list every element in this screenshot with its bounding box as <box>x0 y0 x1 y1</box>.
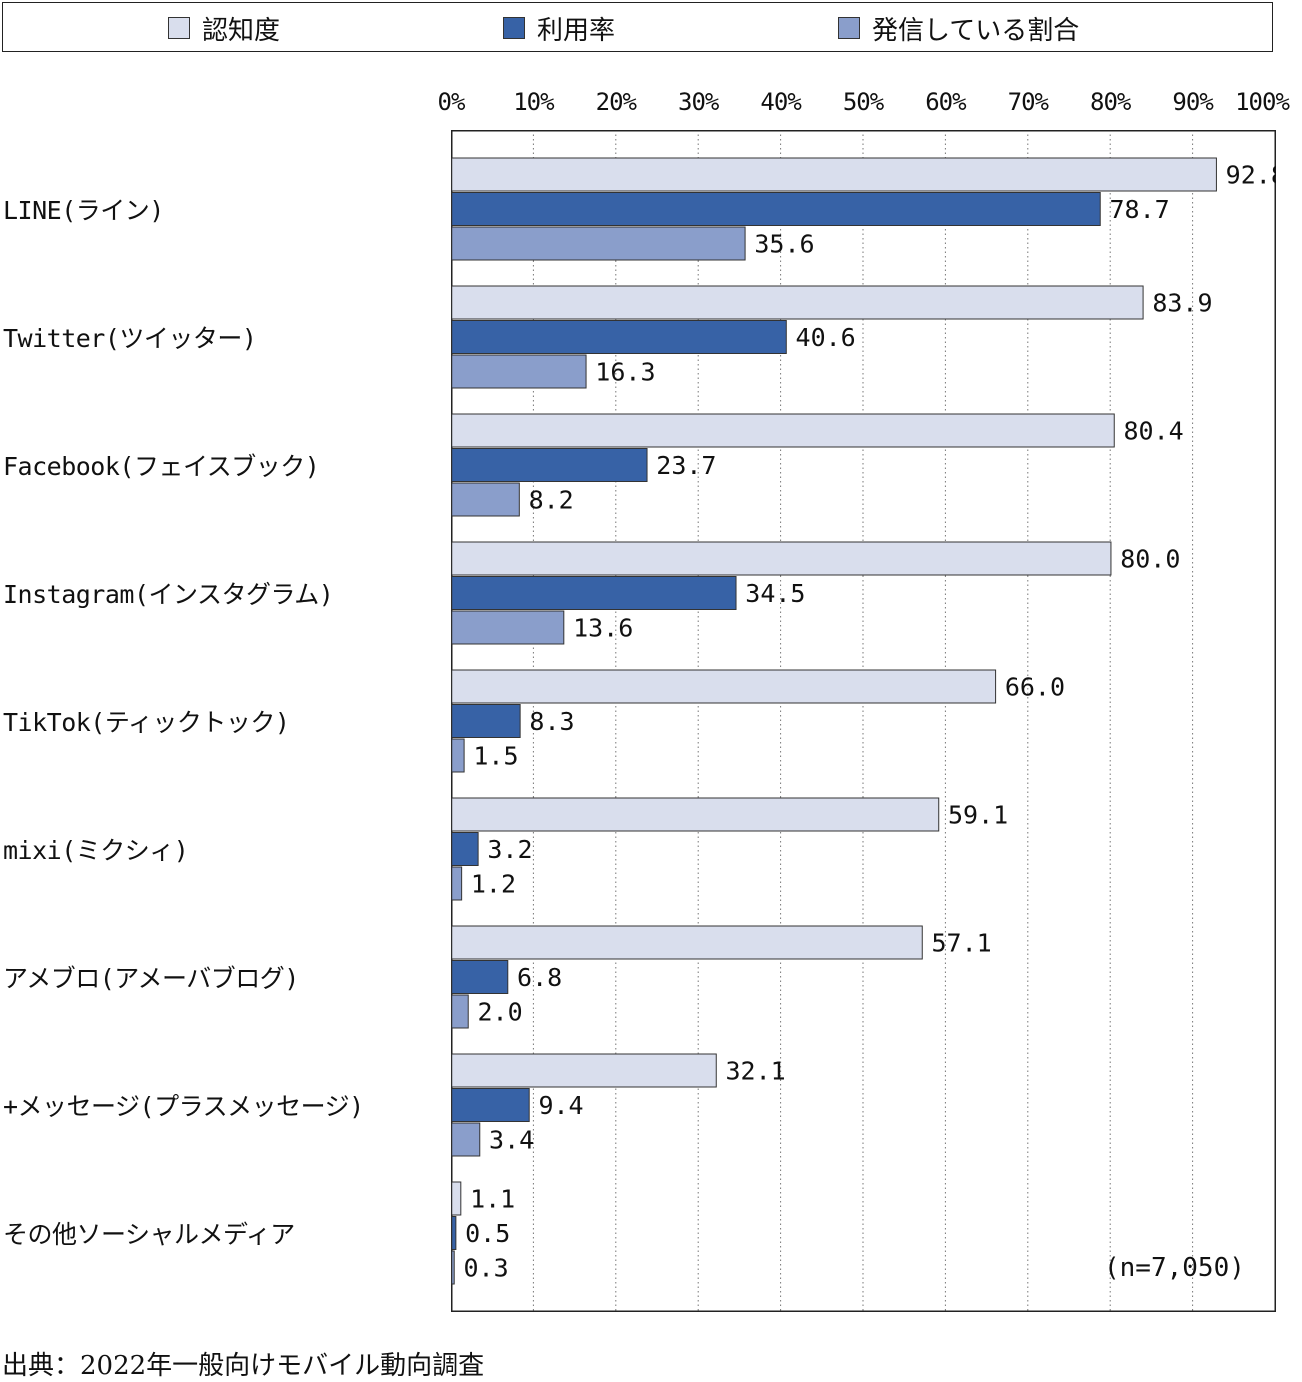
category-label: Facebook(フェイスブック) <box>3 452 320 481</box>
bar-posting <box>451 866 463 901</box>
bar-usage <box>451 576 737 610</box>
bar-value-label: 40.6 <box>796 323 856 352</box>
source-note: 出典：2022年一般向けモバイル動向調査 <box>2 1351 485 1381</box>
legend-swatch-posting <box>838 17 860 39</box>
bar-value-label: 80.0 <box>1120 545 1180 574</box>
bar-value-label: 1.2 <box>471 870 516 899</box>
bar-value-label: 23.7 <box>656 451 716 480</box>
x-tick-label: 50% <box>842 88 884 116</box>
bar-awareness <box>451 1181 462 1216</box>
bar-value-label: 35.6 <box>754 230 814 259</box>
category-label: TikTok(ティックトック) <box>3 708 290 737</box>
bar-value-label: 92.8 <box>1226 161 1276 190</box>
x-tick-label: 90% <box>1172 88 1213 116</box>
category-label: Twitter(ツイッター) <box>3 324 257 353</box>
bar-value-label: 6.8 <box>517 963 562 992</box>
bar-posting <box>451 994 469 1029</box>
category-label: mixi(ミクシィ) <box>3 836 189 865</box>
bar-usage <box>451 960 509 994</box>
bar-posting <box>451 1250 455 1285</box>
bar-usage <box>451 704 521 738</box>
sample-size-annotation: (n=7,050) <box>1104 1253 1245 1283</box>
x-tick-label: 20% <box>595 88 637 116</box>
x-tick-label: 60% <box>925 88 966 116</box>
legend-label-usage: 利用率 <box>537 15 616 46</box>
bar-value-label: 8.2 <box>529 486 574 515</box>
bar-awareness <box>451 1053 717 1088</box>
bar-value-label: 2.0 <box>477 998 522 1027</box>
x-tick-label: 70% <box>1007 88 1049 116</box>
bar-posting <box>451 482 520 517</box>
x-tick-label: 10% <box>513 88 554 116</box>
category-label: アメブロ(アメーバブログ) <box>3 964 299 993</box>
bar-value-label: 9.4 <box>538 1091 583 1120</box>
bar-posting <box>451 610 565 645</box>
bar-usage <box>451 832 479 866</box>
bar-awareness <box>451 541 1112 576</box>
bar-value-label: 80.4 <box>1123 417 1183 446</box>
bar-posting <box>451 226 746 261</box>
bar-value-label: 0.5 <box>465 1219 510 1248</box>
legend-swatch-usage <box>503 17 525 39</box>
x-tick-label: 80% <box>1090 88 1131 116</box>
bar-value-label: 32.1 <box>726 1057 786 1086</box>
legend-item-posting: 発信している割合 <box>838 14 1079 46</box>
bar-value-label: 8.3 <box>529 707 574 736</box>
category-label: LINE(ライン) <box>3 196 164 225</box>
legend-item-awareness: 認知度 <box>168 14 280 46</box>
bar-awareness <box>451 925 923 960</box>
bar-posting <box>451 1122 481 1157</box>
legend-label-posting: 発信している割合 <box>872 15 1080 46</box>
bar-value-label: 66.0 <box>1005 673 1065 702</box>
bar-value-label: 57.1 <box>932 929 992 958</box>
bar-usage <box>451 448 648 482</box>
chart-legend: 認知度 利用率 発信している割合 <box>2 2 1273 52</box>
bar-value-label: 16.3 <box>595 358 655 387</box>
bar-awareness <box>451 413 1115 448</box>
bar-value-label: 3.2 <box>487 835 532 864</box>
x-tick-label: 100% <box>1235 88 1290 116</box>
bar-awareness <box>451 285 1144 320</box>
bar-value-label: 1.5 <box>473 742 518 771</box>
x-tick-label: 0% <box>437 88 466 116</box>
bar-chart-plot-area: 92.8 78.7 35.6 83.9 40.6 16.3 80.4 23.7 8.2 80.0 3… <box>451 130 1276 1312</box>
bar-value-label: 1.1 <box>470 1185 515 1214</box>
legend-label-awareness: 認知度 <box>202 15 281 46</box>
bar-usage <box>451 192 1101 226</box>
bar-value-label: 59.1 <box>948 801 1008 830</box>
bar-awareness <box>451 157 1217 192</box>
bar-value-label: 0.3 <box>463 1254 508 1283</box>
bar-usage <box>451 1088 530 1122</box>
bar-awareness <box>451 669 997 704</box>
legend-item-usage: 利用率 <box>503 14 615 46</box>
bar-value-label: 34.5 <box>745 579 805 608</box>
bar-usage <box>451 320 787 354</box>
bar-posting <box>451 738 465 773</box>
bar-posting <box>451 354 587 389</box>
x-tick-label: 40% <box>760 88 801 116</box>
legend-swatch-awareness <box>168 17 190 39</box>
bar-value-label: 83.9 <box>1152 289 1212 318</box>
category-label: Instagram(インスタグラム) <box>3 580 334 609</box>
bar-value-label: 3.4 <box>489 1126 534 1155</box>
bar-value-label: 13.6 <box>573 614 633 643</box>
bar-usage <box>451 1216 457 1250</box>
x-tick-label: 30% <box>678 88 719 116</box>
bar-awareness <box>451 797 940 832</box>
bar-value-label: 78.7 <box>1109 195 1169 224</box>
category-label: その他ソーシャルメディア <box>3 1220 295 1249</box>
category-label: +メッセージ(プラスメッセージ) <box>3 1092 364 1121</box>
